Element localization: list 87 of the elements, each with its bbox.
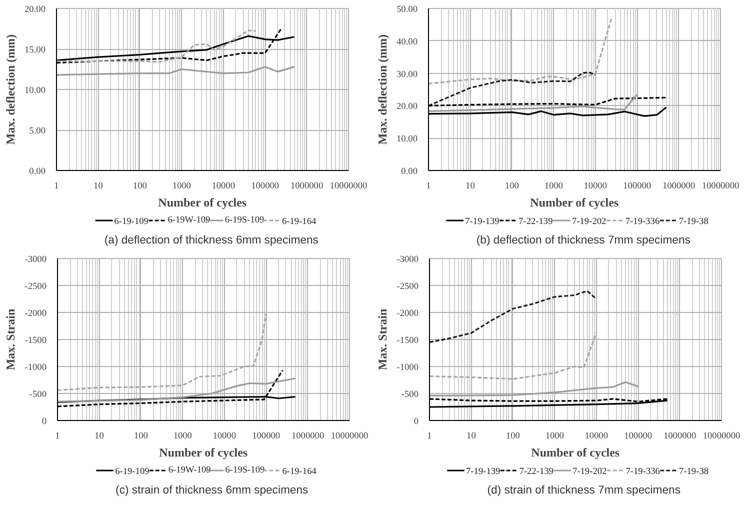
x-tick-label: 1 xyxy=(427,432,432,442)
legend-label: 7-19-139 xyxy=(466,467,501,477)
legend-label: 7-19-139 xyxy=(465,217,500,227)
legend-label: 7-19-202 xyxy=(572,217,607,227)
y-tick-label: -1500 xyxy=(24,336,47,346)
legend-label: 7-22-139 xyxy=(518,217,554,227)
x-tick-label: 100 xyxy=(506,432,520,442)
x-tick-label: 1000000 xyxy=(290,182,324,192)
y-tick-label: -2500 xyxy=(24,282,47,292)
legend-label: 6-19S-109 xyxy=(224,216,265,226)
text: (a) deflection of thickness 6mm specimens xyxy=(104,234,319,246)
legend-label: 6-19W-109 xyxy=(168,466,212,476)
x-tick-label: 10000000 xyxy=(702,182,740,192)
x-axis-title: Number of cycles xyxy=(530,196,619,210)
x-tick-label: 10000 xyxy=(584,432,608,442)
y-axis-title: Max. Strain xyxy=(376,308,390,370)
legend-label: 7-22-139 xyxy=(519,467,554,477)
x-tick-label: 10000000 xyxy=(330,182,368,192)
x-tick-label: 100000 xyxy=(251,182,280,192)
x-tick-label: 1000 xyxy=(544,182,564,192)
x-tick-label: 1 xyxy=(426,182,432,192)
y-tick-label: 30.00 xyxy=(396,70,418,80)
y-axis-title: Max. deflection (mm) xyxy=(4,34,18,145)
x-tick-label: 10000 xyxy=(212,432,236,442)
x-tick-label: 100000 xyxy=(623,182,652,192)
x-tick-label: 1000000 xyxy=(291,432,324,442)
y-tick-label: -2500 xyxy=(396,282,419,292)
y-tick-label: 50.00 xyxy=(396,5,418,15)
y-tick-label: 40.00 xyxy=(396,37,418,48)
y-tick-label: 0 xyxy=(42,417,47,427)
x-tick-label: 1 xyxy=(55,432,60,442)
x-tick-label: 1000 xyxy=(545,432,564,442)
legend-label: 6-19-109 xyxy=(114,217,149,227)
legend-label: 6-19-164 xyxy=(282,467,317,477)
legend-label: 7-19-336 xyxy=(625,217,660,227)
x-tick-label: 100 xyxy=(132,182,148,192)
y-tick-label: -2000 xyxy=(24,309,47,319)
x-tick-label: 1000 xyxy=(173,432,192,442)
x-axis-title: Number of cycles xyxy=(531,446,620,460)
y-tick-label: -1000 xyxy=(24,363,47,373)
y-tick-label: 20.00 xyxy=(24,5,46,15)
x-tick-label: 1000000 xyxy=(663,432,696,442)
legend-label: 7-19-38 xyxy=(678,467,709,477)
y-tick-label: 10.00 xyxy=(24,86,46,96)
x-tick-label: 1000 xyxy=(172,182,192,192)
legend-label: 6-19W-109 xyxy=(168,216,211,226)
text: (d) strain of thickness 7mm specimens xyxy=(487,484,681,496)
x-tick-label: 10000000 xyxy=(330,432,368,442)
legend-label: 7-19-38 xyxy=(678,217,709,227)
y-tick-label: -3000 xyxy=(396,255,419,265)
y-tick-label: 0.00 xyxy=(401,167,418,177)
x-axis-title: Number of cycles xyxy=(158,196,247,210)
x-tick-label: 10 xyxy=(466,182,476,192)
y-tick-label: 0 xyxy=(414,417,419,427)
legend-label: 7-19-202 xyxy=(572,467,608,477)
y-tick-label: 20.00 xyxy=(396,102,418,112)
x-tick-label: 10000 xyxy=(212,182,236,192)
y-tick-label: -500 xyxy=(29,390,47,400)
legend-label: 6-19-109 xyxy=(115,467,150,477)
y-tick-label: -500 xyxy=(401,390,419,400)
y-axis-title: Max. Strain xyxy=(4,308,18,370)
x-tick-label: 10 xyxy=(94,432,104,442)
x-tick-label: 10000000 xyxy=(702,432,740,442)
x-axis-title: Number of cycles xyxy=(159,446,248,460)
y-tick-label: -3000 xyxy=(24,255,47,265)
text: (c) strain of thickness 6mm specimens xyxy=(116,484,309,496)
x-tick-label: 100 xyxy=(504,182,520,192)
y-tick-label: -2000 xyxy=(396,309,419,319)
y-tick-label: 10.00 xyxy=(396,134,418,145)
text: (b) deflection of thickness 7mm specimens xyxy=(476,234,691,246)
x-tick-label: 100000 xyxy=(624,432,652,442)
y-tick-label: -1500 xyxy=(396,336,419,346)
y-tick-label: 5.00 xyxy=(29,126,46,136)
legend-label: 7-19-336 xyxy=(626,467,660,477)
y-tick-label: 15.00 xyxy=(24,46,46,56)
x-tick-label: 100 xyxy=(134,432,148,442)
y-axis-title: Max. deflection (mm) xyxy=(376,34,390,145)
x-tick-label: 10 xyxy=(94,182,104,192)
x-tick-label: 100000 xyxy=(252,432,280,442)
legend-label: 6-19S-109 xyxy=(225,466,265,476)
x-tick-label: 1 xyxy=(54,182,60,192)
legend-label: 6-19-164 xyxy=(282,217,317,227)
y-tick-label: 0.00 xyxy=(29,167,46,177)
y-tick-label: -1000 xyxy=(396,363,419,373)
x-tick-label: 10000 xyxy=(584,182,608,192)
x-tick-label: 1000000 xyxy=(662,182,696,192)
x-tick-label: 10 xyxy=(466,432,476,442)
